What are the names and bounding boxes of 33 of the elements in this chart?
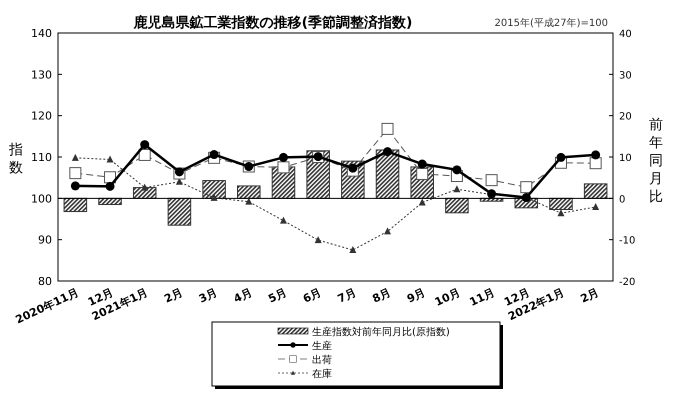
- y2-tick-label: 0: [619, 194, 626, 206]
- y2-tick-label: -10: [619, 236, 636, 247]
- x-tick-label: 3月: [196, 286, 220, 306]
- x-tick-label: 9月: [405, 286, 428, 306]
- y-tick-label: 120: [31, 110, 52, 123]
- y2-tick-label: 30: [619, 70, 632, 82]
- x-tick-label: 4月: [232, 286, 254, 306]
- x-tick-label: 11月: [468, 286, 497, 309]
- x-tick-label: 10月: [432, 286, 462, 309]
- y2-tick-label: 20: [619, 112, 632, 123]
- y-tick-label: 140: [31, 27, 52, 40]
- y2label: 前年同月比: [649, 117, 663, 205]
- legend-label: 生産: [312, 340, 332, 352]
- y-tick-label: 90: [38, 234, 52, 247]
- y-tick-label: 80: [38, 275, 52, 288]
- y2-tick-label: 10: [619, 153, 632, 164]
- subtitle: 2015年(平成27年)=100: [494, 18, 608, 29]
- x-tick-label: 2月: [162, 286, 185, 306]
- y2-tick-label: -20: [619, 277, 636, 288]
- title: 鹿児島県鉱工業指数の推移(季節調整済指数): [134, 15, 412, 31]
- legend-label: 出荷: [312, 354, 332, 366]
- x-tick-label: 6月: [301, 286, 324, 306]
- x-tick-label: 8月: [370, 286, 393, 306]
- x-tick-label: 5月: [266, 286, 289, 306]
- ylabel: 指数: [9, 142, 23, 176]
- y-tick-label: 130: [31, 68, 52, 82]
- y-tick-label: 100: [31, 192, 52, 206]
- y2-tick-label: 40: [619, 29, 632, 40]
- x-tick-label: 7月: [336, 286, 358, 306]
- legend-label: 生産指数対前年同月比(原指数): [312, 326, 450, 338]
- y-tick-label: 110: [31, 151, 52, 164]
- legend-label: 在庫: [312, 368, 332, 380]
- x-tick-label: 2月: [578, 286, 601, 306]
